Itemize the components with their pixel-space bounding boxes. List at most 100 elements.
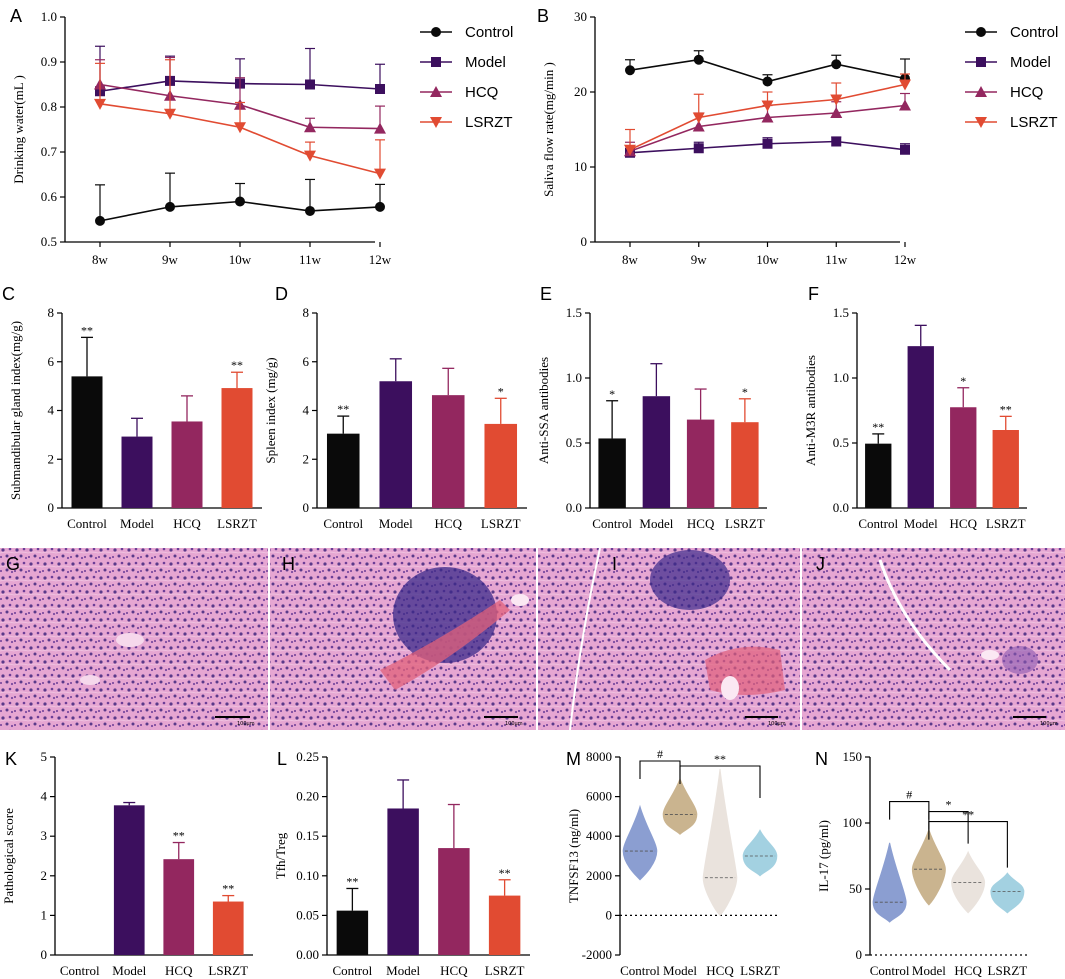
x-tick-label: HCQ <box>954 963 982 978</box>
chart-A: 0.5 0.6 0.7 0.8 0.9 1.0 Drinking water(mL ) A 8w… <box>10 6 513 267</box>
x-tick-label: Model <box>904 516 938 531</box>
y-tick-label: 0.8 <box>41 99 57 114</box>
chart-F: 0.0 0.5 1.0 1.5 Anti-M3R antibodies F ** Contro… <box>803 284 1027 531</box>
y-tick-label: 3 <box>41 828 48 843</box>
y-tick-label: 0.15 <box>296 828 319 843</box>
x-tick-label: 9w <box>162 252 179 267</box>
x-tick-label: HCQ <box>706 963 734 978</box>
tissue-fold <box>878 559 952 672</box>
panel-label-G: G <box>6 554 20 574</box>
panel-label-J: J <box>816 554 825 574</box>
scale-bar-label: 100μm <box>237 721 255 727</box>
legend-label: Control <box>1010 24 1058 41</box>
x-tick-label: Model <box>379 516 413 531</box>
violin-Model <box>662 777 698 835</box>
marker-triangle-up <box>830 107 843 118</box>
significance-bracket <box>889 801 930 820</box>
y-tick-label: 8 <box>48 305 55 320</box>
x-tick-label: LSRZT <box>485 963 525 978</box>
violin-HCQ <box>702 768 738 917</box>
y-tick-label: 0.20 <box>296 789 319 804</box>
panel-label-I: I <box>612 554 617 574</box>
y-tick-label: 6 <box>48 354 55 369</box>
marker-triangle-up <box>761 111 774 123</box>
marker-triangle-down <box>692 112 705 124</box>
x-tick-label: Control <box>858 516 898 531</box>
legend-label: HCQ <box>465 84 498 101</box>
x-tick-label: LSRZT <box>481 516 521 531</box>
chart-C: 0 2 4 6 8 Submandibular gland index(mg/g) C ** C… <box>2 284 262 531</box>
marker-triangle-down <box>430 117 442 128</box>
lymphocyte-infiltrate <box>1002 646 1038 674</box>
y-tick-label: 2 <box>41 868 48 883</box>
series-Control: Control <box>95 24 513 226</box>
y-tick-label: 0 <box>606 907 613 922</box>
chart-E: 0.0 0.5 1.0 1.5 Anti-SSA antibodies E * Control… <box>536 284 767 531</box>
x-tick-label: 10w <box>229 252 252 267</box>
x-tick-label: 11w <box>299 252 322 267</box>
x-tick-label: HCQ <box>173 516 201 531</box>
duct-shape <box>80 675 100 685</box>
x-tick-label: 11w <box>825 252 848 267</box>
violin-HCQ <box>951 850 986 914</box>
y-tick-label: 0 <box>303 500 310 515</box>
lymphocyte-infiltrate <box>650 550 730 610</box>
bar-HCQ <box>438 848 470 955</box>
x-tick-label: Control <box>67 516 107 531</box>
legend-label: Model <box>465 54 506 71</box>
marker-circle <box>976 27 986 37</box>
marker-circle <box>95 215 105 226</box>
y-tick-label: 50 <box>849 881 862 896</box>
y-tick-label: 1.0 <box>833 370 849 385</box>
significance-mark: # <box>906 788 912 802</box>
y-axis-title: Anti-SSA antibodies <box>536 357 551 464</box>
y-tick-label: 0.7 <box>41 144 58 159</box>
marker-triangle-up <box>304 121 316 133</box>
chart-N: 0 50 100 150 IL-17 (pg/ml) N Control Model HCQ LS… <box>815 749 1027 978</box>
y-tick-label: 5 <box>41 749 48 764</box>
y-tick-label: 0.0 <box>833 500 849 515</box>
marker-circle <box>431 27 441 37</box>
panel-label-K: K <box>5 749 17 769</box>
y-tick-label: 0 <box>856 947 863 962</box>
marker-circle <box>165 201 175 212</box>
marker-square <box>305 79 315 90</box>
marker-triangle-up <box>692 120 705 132</box>
marker-triangle-down <box>304 150 316 162</box>
marker-circle <box>693 54 704 65</box>
y-tick-label: 10 <box>574 159 587 174</box>
y-axis-title: Pathological score <box>1 808 16 904</box>
series-Model: Model <box>95 45 506 97</box>
x-tick-label: HCQ <box>950 516 978 531</box>
panel-label-A: A <box>10 6 22 26</box>
significance-mark: * <box>609 387 615 401</box>
y-tick-label: 0.9 <box>41 54 57 69</box>
bar-LSRZT <box>992 430 1019 508</box>
panel-label-D: D <box>275 284 288 304</box>
marker-triangle-down <box>761 100 774 112</box>
x-tick-label: Model <box>386 963 420 978</box>
significance-mark: ** <box>222 882 234 896</box>
x-tick-label: Control <box>60 963 100 978</box>
y-tick-label: -2000 <box>582 947 612 962</box>
y-tick-label: 4 <box>48 403 55 418</box>
series-LSRZT: LSRZT <box>624 73 1058 156</box>
scale-bar-label: 100μm <box>505 721 523 727</box>
y-tick-label: 2 <box>303 451 310 466</box>
y-tick-label: 2000 <box>586 868 612 883</box>
violin-LSRZT <box>990 872 1025 914</box>
bar-Control <box>71 376 103 508</box>
histology-panel-H: 100μm H <box>270 548 536 730</box>
bar-Control <box>598 438 626 508</box>
x-tick-label: HCQ <box>435 516 463 531</box>
y-tick-label: 4000 <box>586 828 612 843</box>
bar-HCQ <box>686 419 715 508</box>
x-tick-label: HCQ <box>440 963 468 978</box>
y-tick-label: 20 <box>574 84 587 99</box>
significance-mark: ** <box>337 402 349 416</box>
x-tick-label: 10w <box>756 252 779 267</box>
bar-Model <box>387 808 419 955</box>
bar-Control <box>326 433 360 508</box>
y-axis-title: Spleen index (mg/g) <box>263 357 278 463</box>
significance-bracket <box>928 821 1008 868</box>
